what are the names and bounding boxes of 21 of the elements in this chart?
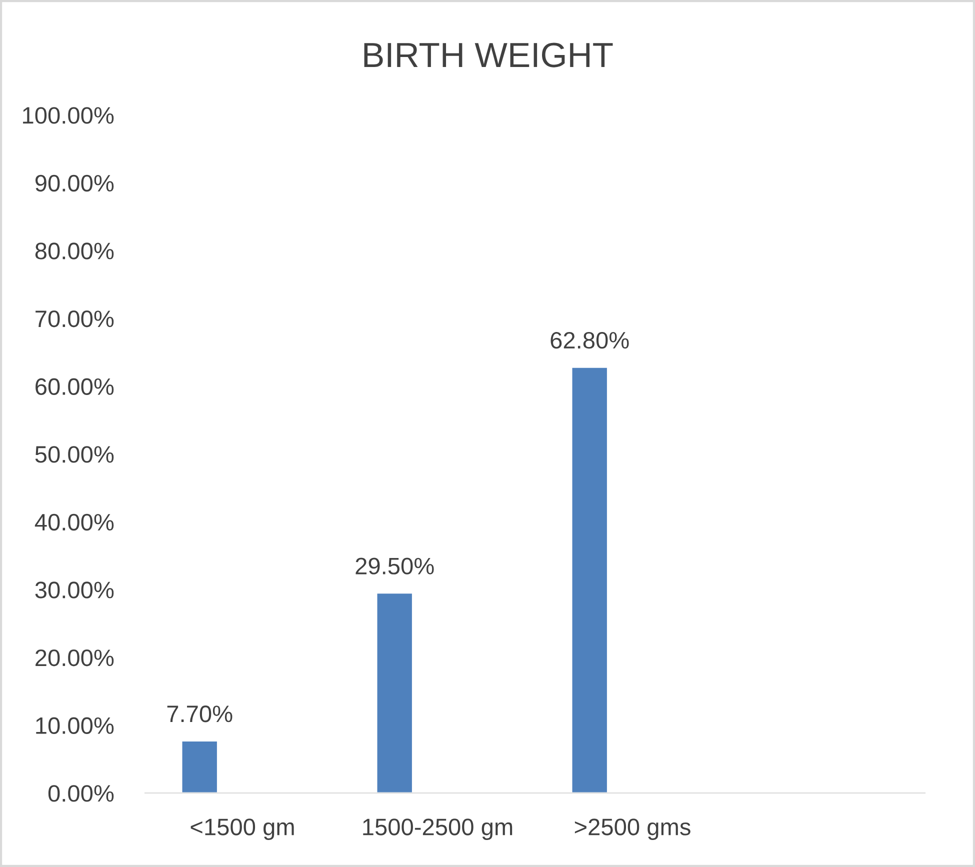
y-tick-label: 100.00%: [23, 107, 114, 124]
y-tick-label: 40.00%: [34, 514, 114, 531]
data-label: 29.50%: [356, 558, 434, 574]
chart-title: BIRTH WEIGHT: [364, 42, 613, 68]
data-label: 62.80%: [550, 332, 629, 349]
bar: [180, 740, 218, 793]
y-tick-label: 50.00%: [35, 446, 114, 463]
x-tick-label: <1500 gm: [190, 818, 294, 840]
y-tick-label: 30.00%: [35, 582, 114, 598]
y-tick-label: 0.00%: [48, 785, 114, 802]
bar: [570, 366, 608, 793]
data-label: 7.70%: [167, 706, 232, 722]
y-tick-label: 80.00%: [35, 242, 114, 260]
y-tick-label: 60.00%: [36, 378, 114, 395]
bar: [376, 592, 414, 793]
y-tick-label: 70.00%: [36, 310, 114, 328]
x-tick-label: >2500 gms: [574, 818, 690, 840]
y-tick-label: 90.00%: [35, 174, 114, 192]
y-tick-label: 20.00%: [36, 649, 114, 666]
x-tick-label: 1500-2500 gm: [363, 818, 512, 840]
y-tick-label: 10.00%: [36, 717, 114, 734]
